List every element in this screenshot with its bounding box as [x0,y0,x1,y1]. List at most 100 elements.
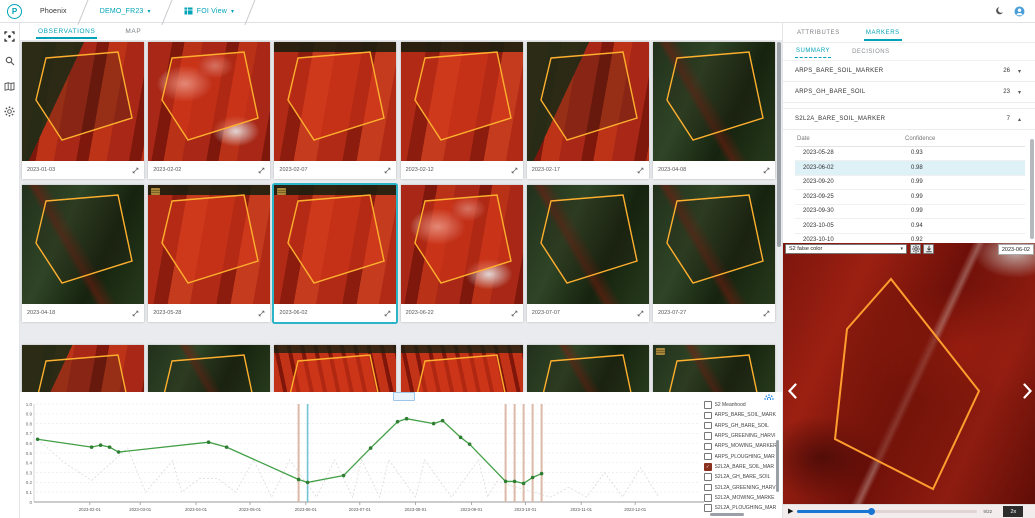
table-row[interactable]: 2023-09-25 0.99 [795,190,1025,205]
legend-checkbox[interactable] [704,421,712,430]
observation-tile[interactable]: 2023-02-17 [526,42,649,179]
ndvi-chart[interactable]: 0 0.1 0.2 0.3 0.4 0.5 0.6 0.7 0.8 0.9 1.0 2023-02-0… [20,392,782,518]
observation-tile[interactable] [274,345,397,392]
legend-item[interactable]: S2L2A_GREENING_HARV [704,482,780,492]
phoenix-logo-icon[interactable]: P [7,3,22,19]
legend-checkbox[interactable] [704,442,712,451]
table-row[interactable]: 2023-10-10 0.92 [795,234,1025,246]
expand-icon[interactable] [384,310,391,317]
observation-tile[interactable] [526,345,649,392]
legend-checkbox[interactable] [704,452,712,461]
legend-checkbox[interactable] [704,411,712,420]
dark-mode-toggle[interactable] [995,6,1005,16]
table-row[interactable]: 2023-09-20 0.99 [795,176,1025,190]
search-icon[interactable] [3,54,17,68]
legend-item[interactable]: ARPS_BARE_SOIL_MARK [704,410,780,420]
legend-item[interactable]: ✓ S2L2A_BARE_SOIL_MAR [704,462,780,472]
legend-label: ARPS_GREENING_HARVI [714,433,776,440]
legend-item[interactable]: S2L2A_GH_BARE_SOIL [704,472,780,482]
slider-thumb[interactable] [868,508,876,515]
timeline-slider[interactable] [797,508,978,515]
observation-tile[interactable]: 2023-04-18 [22,185,144,322]
observation-tile[interactable]: 2023-04-08 [653,42,775,179]
focus-foi-button[interactable] [3,29,17,43]
previous-image-button[interactable] [785,381,799,401]
observation-tile[interactable] [400,345,523,392]
observation-tile[interactable]: 2023-02-07 [274,42,397,179]
legend-horizontal-scrollbar[interactable] [710,513,744,516]
expand-icon[interactable] [637,167,644,174]
tab-attributes[interactable]: ATTRIBUTES [797,29,840,36]
legend-item[interactable]: S2 Meanhood [704,400,780,410]
settings-gear-icon[interactable] [3,104,17,118]
legend-item[interactable]: S2L2A_MOWING_MARKE [704,493,780,503]
observation-tile[interactable] [148,345,271,392]
table-row[interactable]: 2023-05-28 0.93 [795,147,1025,161]
legend-checkbox[interactable] [704,494,712,502]
legend-checkbox[interactable] [704,473,712,481]
layer-select[interactable]: S2 false color ▾ [785,244,907,254]
expand-icon[interactable] [258,310,265,317]
legend-checkbox[interactable] [704,504,712,512]
observation-tile[interactable]: 2023-02-02 [148,42,271,179]
tab-observations[interactable]: OBSERVATIONS [36,24,98,39]
legend-item[interactable]: ARPS_PLOUGHING_MAR [704,451,780,461]
table-row[interactable]: 2023-06-02 0.98 [795,161,1025,176]
marker-group-header[interactable]: ARPS_GH_BARE_SOIL 23 ▾ [783,82,1035,103]
grid-scrollbar[interactable] [777,42,781,247]
panel-scrollbar[interactable] [1030,139,1034,239]
preview-settings-button[interactable] [910,244,921,254]
tab-markers[interactable]: MARKERS [863,25,902,41]
legend-item[interactable]: ARPS_GREENING_HARVI [704,431,780,441]
legend-checkbox[interactable]: ✓ [704,463,712,471]
tile-label-bar: 2023-06-02 [274,304,397,322]
legend-checkbox[interactable] [704,483,712,492]
expand-icon[interactable] [132,310,139,317]
legend-vertical-scrollbar[interactable] [776,440,779,492]
subtab-decisions[interactable]: DECISIONS [852,48,890,55]
expand-icon[interactable] [763,167,770,174]
expand-icon[interactable] [258,167,265,174]
observation-tile[interactable]: 2023-06-02 [274,185,397,322]
workspace-dropdown[interactable]: DEMO_FR23 ▾ [90,1,161,22]
tile-date: 2023-05-28 [153,310,182,316]
observation-tile[interactable]: 2023-02-12 [400,42,523,179]
playback-speed-button[interactable]: 2x [1003,506,1024,517]
view-dropdown[interactable]: FOI View ▾ [174,1,244,22]
chevron-up-icon[interactable]: ▴ [1017,116,1021,123]
next-image-button[interactable] [1020,381,1034,401]
chevron-down-icon[interactable]: ▾ [1017,89,1021,96]
observation-tile[interactable]: 2023-07-07 [526,185,649,322]
table-row[interactable]: 2023-10-05 0.94 [795,219,1025,234]
observation-tile[interactable]: 2023-06-22 [400,185,523,322]
expand-icon[interactable] [637,310,644,317]
tab-map[interactable]: MAP [125,28,142,35]
legend-checkbox[interactable] [704,401,712,409]
play-button[interactable]: ▶ [788,508,794,515]
user-avatar[interactable] [1014,6,1025,17]
observation-tile[interactable] [653,345,775,392]
chevron-down-icon[interactable]: ▾ [1017,68,1021,75]
subtab-summary[interactable]: SUMMARY [795,45,832,58]
expand-icon[interactable] [511,167,518,174]
tile-satellite-image [653,345,775,392]
product-tab[interactable]: Phoenix [30,1,77,22]
observation-tile[interactable]: 2023-07-27 [653,185,775,322]
expand-icon[interactable] [511,310,518,317]
download-image-button[interactable] [923,244,934,254]
marker-group-header[interactable]: S2L2A_BARE_SOIL_MARKER 7 ▴ [783,108,1035,130]
observation-tile[interactable]: 2023-01-03 [22,42,144,179]
marker-group-header[interactable]: ARPS_BARE_SOIL_MARKER 26 ▾ [783,61,1035,82]
expand-icon[interactable] [132,167,139,174]
top-bar: P Phoenix DEMO_FR23 ▾ FOI View ▾ [0,0,1035,26]
observation-tile[interactable] [22,345,144,392]
observation-tile[interactable]: 2023-05-28 [148,185,271,322]
legend-item[interactable]: ARPS_MOWING_MARKER [704,441,780,451]
layers-map-icon[interactable] [3,79,17,93]
table-row[interactable]: 2023-09-30 0.99 [795,205,1025,219]
expand-icon[interactable] [763,310,770,317]
expand-icon[interactable] [384,167,391,174]
legend-checkbox[interactable] [704,432,712,440]
legend-item[interactable]: S2L2A_PLOUGHING_MAR [704,503,780,512]
legend-item[interactable]: ARPS_GH_BARE_SOIL [704,421,780,431]
